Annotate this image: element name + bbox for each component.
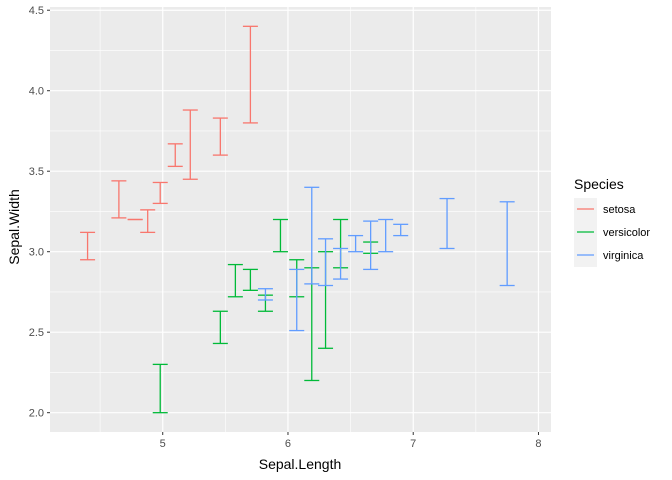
errorbar-virginica xyxy=(257,288,273,301)
legend-label: versicolor xyxy=(603,227,650,239)
y-tick-label: 2.5 xyxy=(29,327,44,339)
legend: Species setosa versicolor virginica xyxy=(574,176,650,267)
legend-label: setosa xyxy=(603,204,636,216)
errorbar-virginica xyxy=(393,223,409,237)
errorbar-setosa xyxy=(167,143,183,168)
x-axis-ticks: 5 6 7 8 xyxy=(160,432,542,450)
errorbar-versicolor xyxy=(212,310,228,345)
errorbar-virginica xyxy=(378,218,394,253)
errorbar-setosa xyxy=(80,231,96,261)
legend-label: virginica xyxy=(603,250,644,262)
y-tick-label: 4.0 xyxy=(29,86,44,98)
errorbar-virginica xyxy=(333,247,349,280)
x-tick-label: 6 xyxy=(285,438,291,450)
errorbar-virginica xyxy=(318,238,334,287)
legend-item-setosa: setosa xyxy=(574,198,636,221)
errorbar-setosa xyxy=(182,109,198,180)
errorbar-virginica xyxy=(348,234,364,253)
errorbar-versicolor xyxy=(242,268,258,291)
legend-item-virginica: virginica xyxy=(574,244,644,267)
x-tick-label: 5 xyxy=(160,438,166,450)
errorbar-virginica xyxy=(363,220,379,271)
major-gridlines xyxy=(50,7,551,432)
y-tick-label: 2.0 xyxy=(29,408,44,420)
minor-gridlines xyxy=(50,7,551,432)
legend-title: Species xyxy=(574,176,624,192)
errorbar-setosa xyxy=(242,25,258,124)
errorbar-virginica xyxy=(304,186,320,285)
x-axis-title: Sepal.Length xyxy=(259,456,342,472)
y-tick-label: 4.5 xyxy=(29,5,44,17)
errorbar-setosa xyxy=(140,209,156,234)
errorbar-versicolor xyxy=(152,363,168,414)
legend-item-versicolor: versicolor xyxy=(574,221,650,244)
y-tick-label: 3.0 xyxy=(29,247,44,259)
x-tick-label: 7 xyxy=(410,438,416,450)
errorbar-versicolor xyxy=(227,263,243,298)
errorbar-virginica xyxy=(439,197,455,250)
errorbar-virginica xyxy=(289,268,305,332)
y-tick-label: 3.5 xyxy=(29,166,44,178)
y-axis-title: Sepal.Width xyxy=(6,189,22,264)
errorbars xyxy=(80,25,515,414)
y-axis-ticks: 2.0 2.5 3.0 3.5 4.0 4.5 xyxy=(29,5,50,420)
errorbar-setosa xyxy=(212,117,228,156)
errorbar-setosa xyxy=(152,181,168,205)
errorbar-versicolor xyxy=(272,218,288,253)
x-tick-label: 8 xyxy=(535,438,541,450)
errorbar-virginica xyxy=(499,201,515,287)
errorbar-setosa xyxy=(111,180,127,219)
